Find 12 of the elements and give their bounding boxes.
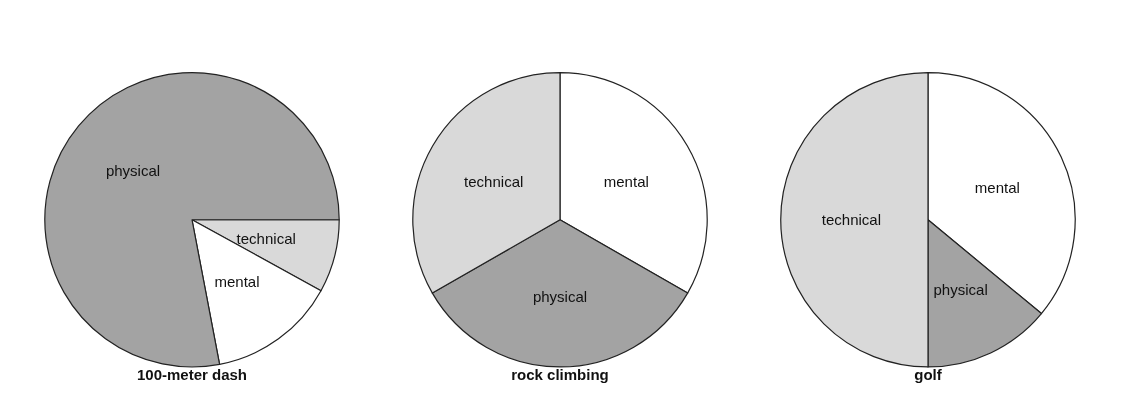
slice-label: technical (236, 230, 296, 248)
slice-label: mental (214, 273, 260, 291)
slice-label: mental (603, 172, 649, 190)
slice-label: physical (532, 287, 588, 305)
slice-label: physical (933, 280, 988, 298)
slice-label: physical (105, 162, 161, 180)
text: 100-meter dash (136, 366, 248, 383)
text: rock climbing (511, 366, 609, 383)
text: golf (914, 366, 943, 383)
slice-label: technical (821, 211, 881, 229)
slice-label: technical (464, 172, 524, 190)
slice-label: mental (974, 178, 1020, 196)
